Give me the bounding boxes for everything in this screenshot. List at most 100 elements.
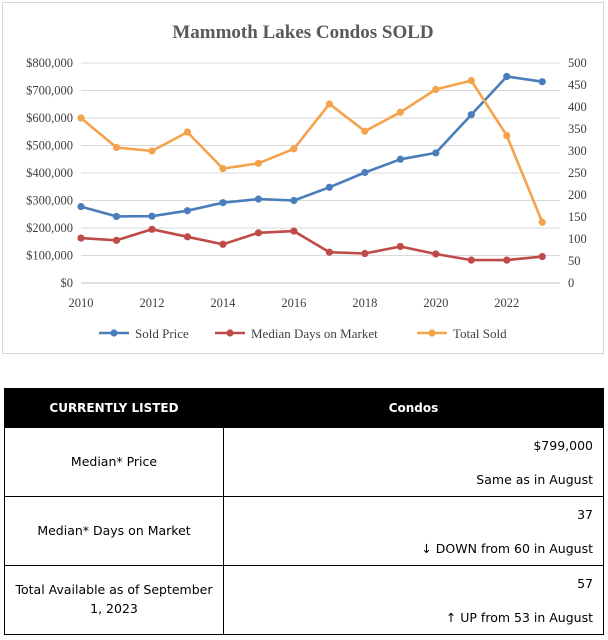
data-point [538,253,546,261]
data-point [77,202,85,211]
data-point [432,85,440,93]
data-point [183,128,192,136]
data-point [112,236,121,244]
data-point [112,212,121,221]
row-label-median-days: Median* Days on Market [4,496,224,566]
y-right-tick-label: 350 [568,122,587,136]
y-left-tick-label: $800,000 [26,56,73,70]
row-value-cell: 37 ↓ DOWN from 60 in August [223,496,604,566]
data-point [183,207,192,215]
y-left-tick-label: $200,000 [26,221,73,235]
data-point [396,155,404,163]
data-point [467,256,475,264]
row-label-total-available: Total Available as of September 1, 2023 [4,565,224,635]
y-left-tick-label: $100,000 [26,249,73,263]
median-days-value: 37 [577,507,593,522]
chart-title: Mammoth Lakes Condos SOLD [172,22,433,43]
row-label-median-price: Median* Price [4,427,224,497]
data-point [219,199,227,207]
chart-legend: Sold Price Median Days on Market Total Sol… [99,326,507,341]
y-right-tick-label: 200 [568,188,587,202]
data-point [148,225,156,233]
y-right-tick-label: 0 [568,276,574,290]
row-value-cell: 57 ↑ UP from 53 in August [223,565,604,635]
data-point [503,132,511,140]
data-point [396,242,404,251]
x-tick-label: 2014 [210,296,236,310]
y-left-tick-label: $600,000 [26,111,73,125]
data-point [148,212,156,220]
series-line [80,228,543,262]
data-point [219,240,227,248]
y-left-tick-label: $300,000 [26,194,73,208]
legend-marker [110,329,118,337]
data-point [538,78,546,86]
data-point [325,248,333,256]
y-right-tick-label: 500 [568,56,587,70]
median-price-value: $799,000 [533,438,593,453]
data-point [467,111,475,119]
legend-marker [428,329,436,337]
legend-label: Total Sold [453,326,507,341]
series-sold-price [77,72,546,221]
x-tick-label: 2020 [423,296,448,310]
right-axis-labels: 0 50 100 150 200 250 300 350 400 450 500 [568,56,587,290]
total-available-value: 57 [577,576,593,591]
legend-marker [226,329,234,337]
y-left-tick-label: $700,000 [26,84,73,98]
data-point [219,165,227,173]
data-point [432,250,440,258]
total-available-note: ↑ UP from 53 in August [445,610,593,625]
header-currently-listed: CURRENTLY LISTED [4,388,224,428]
data-point [361,249,369,258]
legend-label: Sold Price [135,326,189,341]
x-tick-label: 2016 [281,296,306,310]
data-point [254,159,263,167]
median-price-note: Same as in August [476,472,593,487]
header-condos: Condos [223,388,604,428]
series-total-sold [77,77,546,226]
data-point [361,168,369,177]
table-header-row: CURRENTLY LISTED Condos [4,388,604,428]
data-point [432,149,440,157]
y-right-tick-label: 400 [568,100,587,114]
data-point [325,183,333,191]
y-right-tick-label: 100 [568,232,587,246]
y-right-tick-label: 450 [568,78,587,92]
data-point [361,127,369,135]
y-right-tick-label: 150 [568,210,587,224]
series-layer [77,72,546,264]
y-left-tick-label: $400,000 [26,166,73,180]
table-row: Median* Days on Market 37 ↓ DOWN from 60… [4,496,604,566]
chart-svg: Mammoth Lakes Condos SOLD $0 $100,000 $200… [26,22,587,341]
y-right-tick-label: 300 [568,144,587,158]
row-value-cell: $799,000 Same as in August [223,427,604,497]
data-point [254,195,263,203]
series-line [80,75,543,218]
table-row: Median* Price $799,000 Same as in August [4,427,604,497]
chart-container: Mammoth Lakes Condos SOLD $0 $100,000 $200… [2,2,604,354]
data-point [467,77,475,85]
data-point [77,114,85,122]
data-point [503,256,511,264]
data-point [396,108,404,116]
legend-label: Median Days on Market [251,326,378,341]
x-tick-label: 2010 [69,296,94,310]
data-point [254,229,263,237]
data-point [148,147,156,155]
data-point [290,145,298,153]
data-point [183,233,192,241]
series-median-days-on-market [77,225,546,264]
data-point [325,100,333,108]
x-tick-label: 2012 [139,296,164,310]
y-left-tick-label: $500,000 [26,139,73,153]
data-point [538,218,546,226]
data-point [503,72,511,81]
data-point [112,143,121,152]
left-axis-labels: $0 $100,000 $200,000 $300,000 $400,000 $500,0… [26,56,73,290]
data-point [77,234,85,242]
series-line [80,79,544,223]
currently-listed-table: CURRENTLY LISTED Condos Median* Price $7… [4,388,604,635]
y-right-tick-label: 250 [568,166,587,180]
data-point [290,227,298,235]
